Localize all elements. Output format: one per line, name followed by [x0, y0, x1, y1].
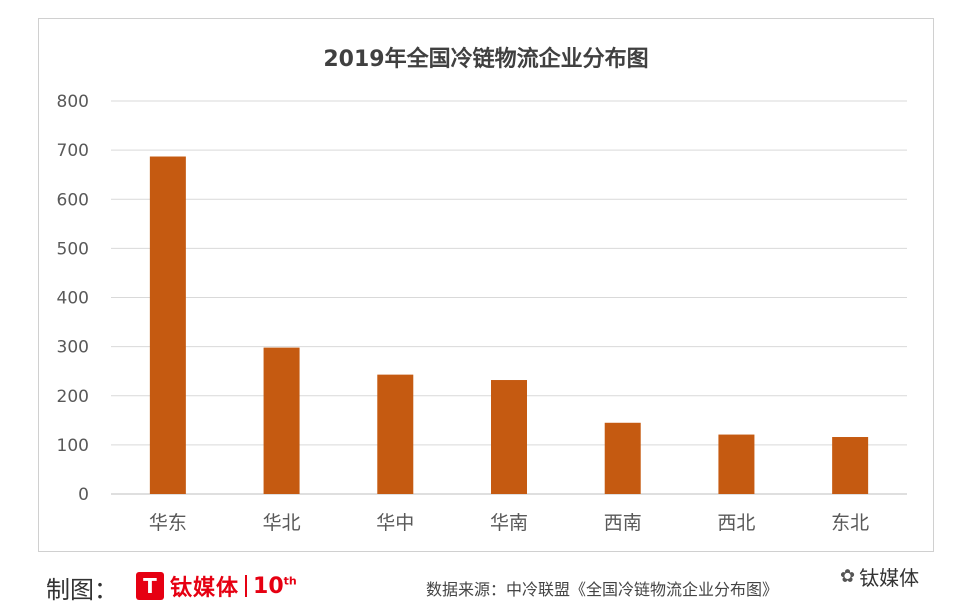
- y-tick-label: 100: [57, 436, 89, 456]
- x-tick-label: 东北: [831, 512, 869, 534]
- bar-7: [832, 437, 869, 494]
- bar-3: [377, 374, 414, 494]
- footer: 制图： T 钛媒体 10th 数据来源：中冷联盟《全国冷链物流企业分布图》 ✿ …: [0, 560, 980, 610]
- y-tick-label: 400: [57, 289, 89, 309]
- logo-divider: [245, 575, 248, 597]
- wechat-name: 钛媒体: [859, 566, 920, 590]
- chart-frame: 2019年全国冷链物流企业分布图 0 100 200 300 400 500 600 700 8…: [38, 18, 934, 552]
- y-tick-label: 800: [57, 92, 89, 112]
- bar-5: [604, 422, 641, 494]
- data-source: 数据来源：中冷联盟《全国冷链物流企业分布图》: [426, 580, 779, 599]
- logo-anniversary: 10th: [253, 573, 297, 599]
- x-tick-label: 西北: [717, 512, 755, 534]
- tmtpost-logo-icon: T: [136, 572, 164, 600]
- x-tick-label: 华中: [376, 512, 414, 534]
- bar-4: [491, 380, 527, 494]
- bar-6: [718, 434, 755, 494]
- x-tick-label: 华南: [490, 512, 528, 534]
- y-tick-label: 500: [57, 239, 89, 259]
- y-tick-label: 300: [57, 338, 89, 358]
- bar-1: [149, 156, 186, 495]
- y-tick-label: 700: [57, 141, 89, 161]
- x-tick-label: 西南: [604, 512, 642, 534]
- logo-text: 钛媒体: [170, 576, 240, 601]
- chart-title: 2019年全国冷链物流企业分布图: [323, 47, 649, 72]
- x-tick-label: 华北: [263, 512, 301, 534]
- bar-chart: 0 100 200 300 400 500 600 700 800 华东 华北 华中 华南 西南 西北 东北: [57, 92, 907, 534]
- y-tick-label: 200: [57, 387, 89, 407]
- tmtpost-logo: T 钛媒体 10th: [136, 570, 297, 602]
- y-tick-label: 600: [57, 190, 89, 210]
- wechat-account: ✿ 钛媒体: [840, 562, 919, 591]
- credit-label: 制图：: [46, 576, 118, 604]
- y-tick-label: 0: [78, 485, 89, 505]
- wechat-icon: ✿: [840, 566, 856, 587]
- bar-2: [263, 347, 300, 494]
- x-tick-label: 华东: [149, 512, 187, 534]
